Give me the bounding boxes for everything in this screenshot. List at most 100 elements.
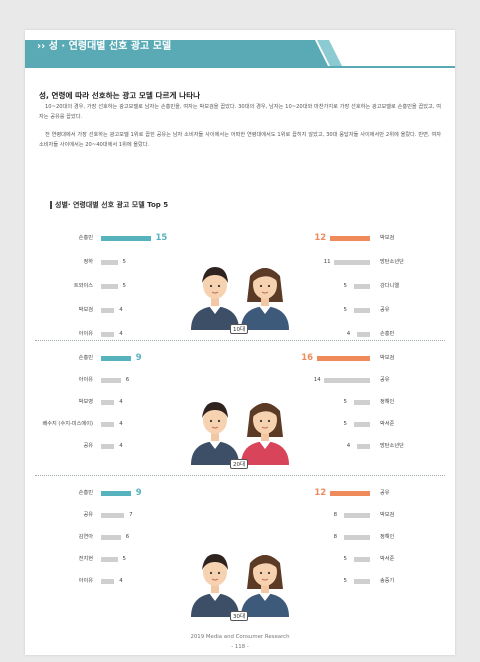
audience-figures — [191, 554, 289, 617]
female-bar — [333, 260, 370, 265]
female-model-name: 강다니엘 — [380, 283, 400, 289]
male-bar — [101, 491, 131, 496]
female-bar — [353, 557, 370, 562]
female-bar — [323, 378, 370, 383]
female-bar-value: 12 — [314, 233, 327, 243]
female-bar — [343, 513, 370, 518]
male-bar-value: 4 — [119, 331, 123, 337]
male-model-name: 아이유 — [78, 377, 93, 383]
age-group-label: 10대 — [230, 324, 249, 334]
male-bar — [101, 260, 118, 265]
male-bar — [101, 513, 125, 518]
male-model-name: 아이유 — [78, 578, 93, 584]
report-page: ›› 성 · 연령대별 선호 광고 모델 성, 연령에 따라 선호하는 광고 모… — [25, 30, 455, 655]
male-bar — [101, 400, 115, 405]
paragraph-2: 전 연령대에서 가장 선호하는 광고모델 1위로 꼽힌 공유는 남자 소비자들 … — [39, 132, 441, 148]
male-bar-value: 5 — [122, 556, 126, 562]
female-model-name: 방탄소년단 — [380, 443, 404, 449]
female-bar — [356, 332, 370, 337]
female-model-name: 박보검 — [380, 512, 395, 518]
chart-section-10대: 손흥민 15 정하 5 트와이스 5 박보검 4 아이유 4 12 박보검 11 방탄소년단 5 강다니엘 5 공… — [25, 208, 455, 338]
female-model-name: 방탄소년단 — [380, 259, 404, 265]
female-model-name: 박서준 — [380, 556, 395, 562]
male-bar — [101, 236, 151, 241]
age-group-label: 30대 — [230, 611, 249, 621]
male-bar — [101, 378, 121, 383]
male-bar-value: 4 — [119, 307, 123, 313]
female-model-name: 공유 — [380, 377, 390, 383]
male-bar — [101, 579, 115, 584]
female-bar-value: 5 — [343, 556, 347, 562]
male-model-name: 아이유 — [78, 331, 93, 337]
male-bar — [101, 332, 115, 337]
male-bar-value: 5 — [122, 283, 126, 289]
male-bar — [101, 444, 115, 449]
female-bar-value: 5 — [343, 283, 347, 289]
female-figure-icon — [241, 554, 289, 617]
male-bar — [101, 557, 118, 562]
subtitle-marker — [50, 201, 52, 209]
section-divider — [35, 475, 445, 476]
male-bar — [101, 535, 121, 540]
male-bar-value: 4 — [119, 443, 123, 449]
female-bar — [353, 422, 370, 427]
male-bar-value: 4 — [119, 578, 123, 584]
male-bar-value: 6 — [125, 377, 130, 383]
female-model-name: 박보검 — [380, 235, 395, 241]
female-bar-value: 4 — [346, 331, 351, 337]
male-model-name: 박보검 — [78, 307, 93, 313]
male-model-name: 공유 — [83, 443, 93, 449]
female-bar — [330, 236, 370, 241]
male-model-name: 손흥민 — [78, 355, 93, 361]
chart-section-30대: 손흥민 9 공유 7 김연아 6 전지현 5 아이유 4 12 공유 8 박보검 8 정해인 5 박서준 5 송중기 3… — [25, 475, 455, 625]
male-bar-value: 6 — [125, 534, 130, 540]
page-headline: 성, 연령에 따라 선호하는 광고 모델 다르게 나타나 — [39, 91, 201, 100]
male-bar — [101, 422, 115, 427]
female-bar-value: 4 — [346, 443, 351, 449]
female-model-name: 손흥민 — [380, 331, 395, 337]
male-bar — [101, 356, 131, 361]
male-model-name: 정하 — [83, 259, 93, 265]
male-figure-icon — [191, 402, 239, 465]
male-model-name: 전지현 — [78, 556, 93, 562]
female-bar-value: 5 — [343, 578, 347, 584]
female-bar-value: 16 — [301, 353, 314, 363]
section-divider — [35, 340, 445, 341]
female-bar-value: 11 — [323, 259, 331, 265]
male-model-name: 손흥민 — [78, 490, 93, 496]
audience-figures — [191, 267, 289, 330]
female-bar-value: 8 — [333, 534, 338, 540]
female-bar — [353, 308, 370, 313]
female-model-name: 정해인 — [380, 534, 395, 540]
section-banner — [25, 40, 455, 68]
male-bar — [101, 284, 118, 289]
male-figure-icon — [191, 267, 239, 330]
female-bar-value: 8 — [333, 512, 338, 518]
male-bar-value: 4 — [119, 399, 123, 405]
female-bar — [356, 444, 370, 449]
female-model-name: 송중기 — [380, 578, 395, 584]
female-bar — [353, 400, 370, 405]
chart-subtitle: 성별· 연령대별 선호 광고 모델 Top 5 — [55, 201, 169, 209]
male-model-name: 손흥민 — [78, 235, 93, 241]
male-figure-icon — [191, 554, 239, 617]
male-bar-value: 5 — [122, 259, 126, 265]
chart-section-20대: 손흥민 9 아이유 6 박보영 4 배수지 (수지-미스에이) 4 공유 4 16 박보검 14 공유 5 정… — [25, 340, 455, 473]
footer-text: 2019 Media and Consumer Research — [190, 634, 290, 640]
female-bar-value: 12 — [314, 488, 327, 498]
section-title: ›› 성 · 연령대별 선호 광고 모델 — [37, 41, 172, 52]
female-bar-value: 5 — [343, 399, 347, 405]
female-bar-value: 5 — [343, 421, 347, 427]
female-figure-icon — [241, 402, 289, 465]
paragraph-1: 10~20대의 경우, 가장 선호하는 광고모델로 남자는 손흥민을, 여자는 … — [39, 104, 441, 120]
female-figure-icon — [241, 267, 289, 330]
female-bar — [353, 284, 370, 289]
female-bar — [353, 579, 370, 584]
male-bar-value: 4 — [119, 421, 123, 427]
female-model-name: 박서준 — [380, 421, 395, 427]
male-model-name: 트와이스 — [73, 283, 93, 289]
male-model-name: 배수지 (수지-미스에이) — [42, 421, 93, 427]
male-bar-value: 15 — [155, 233, 168, 243]
page-number: - 118 - — [231, 644, 249, 650]
female-model-name: 공유 — [380, 490, 390, 496]
